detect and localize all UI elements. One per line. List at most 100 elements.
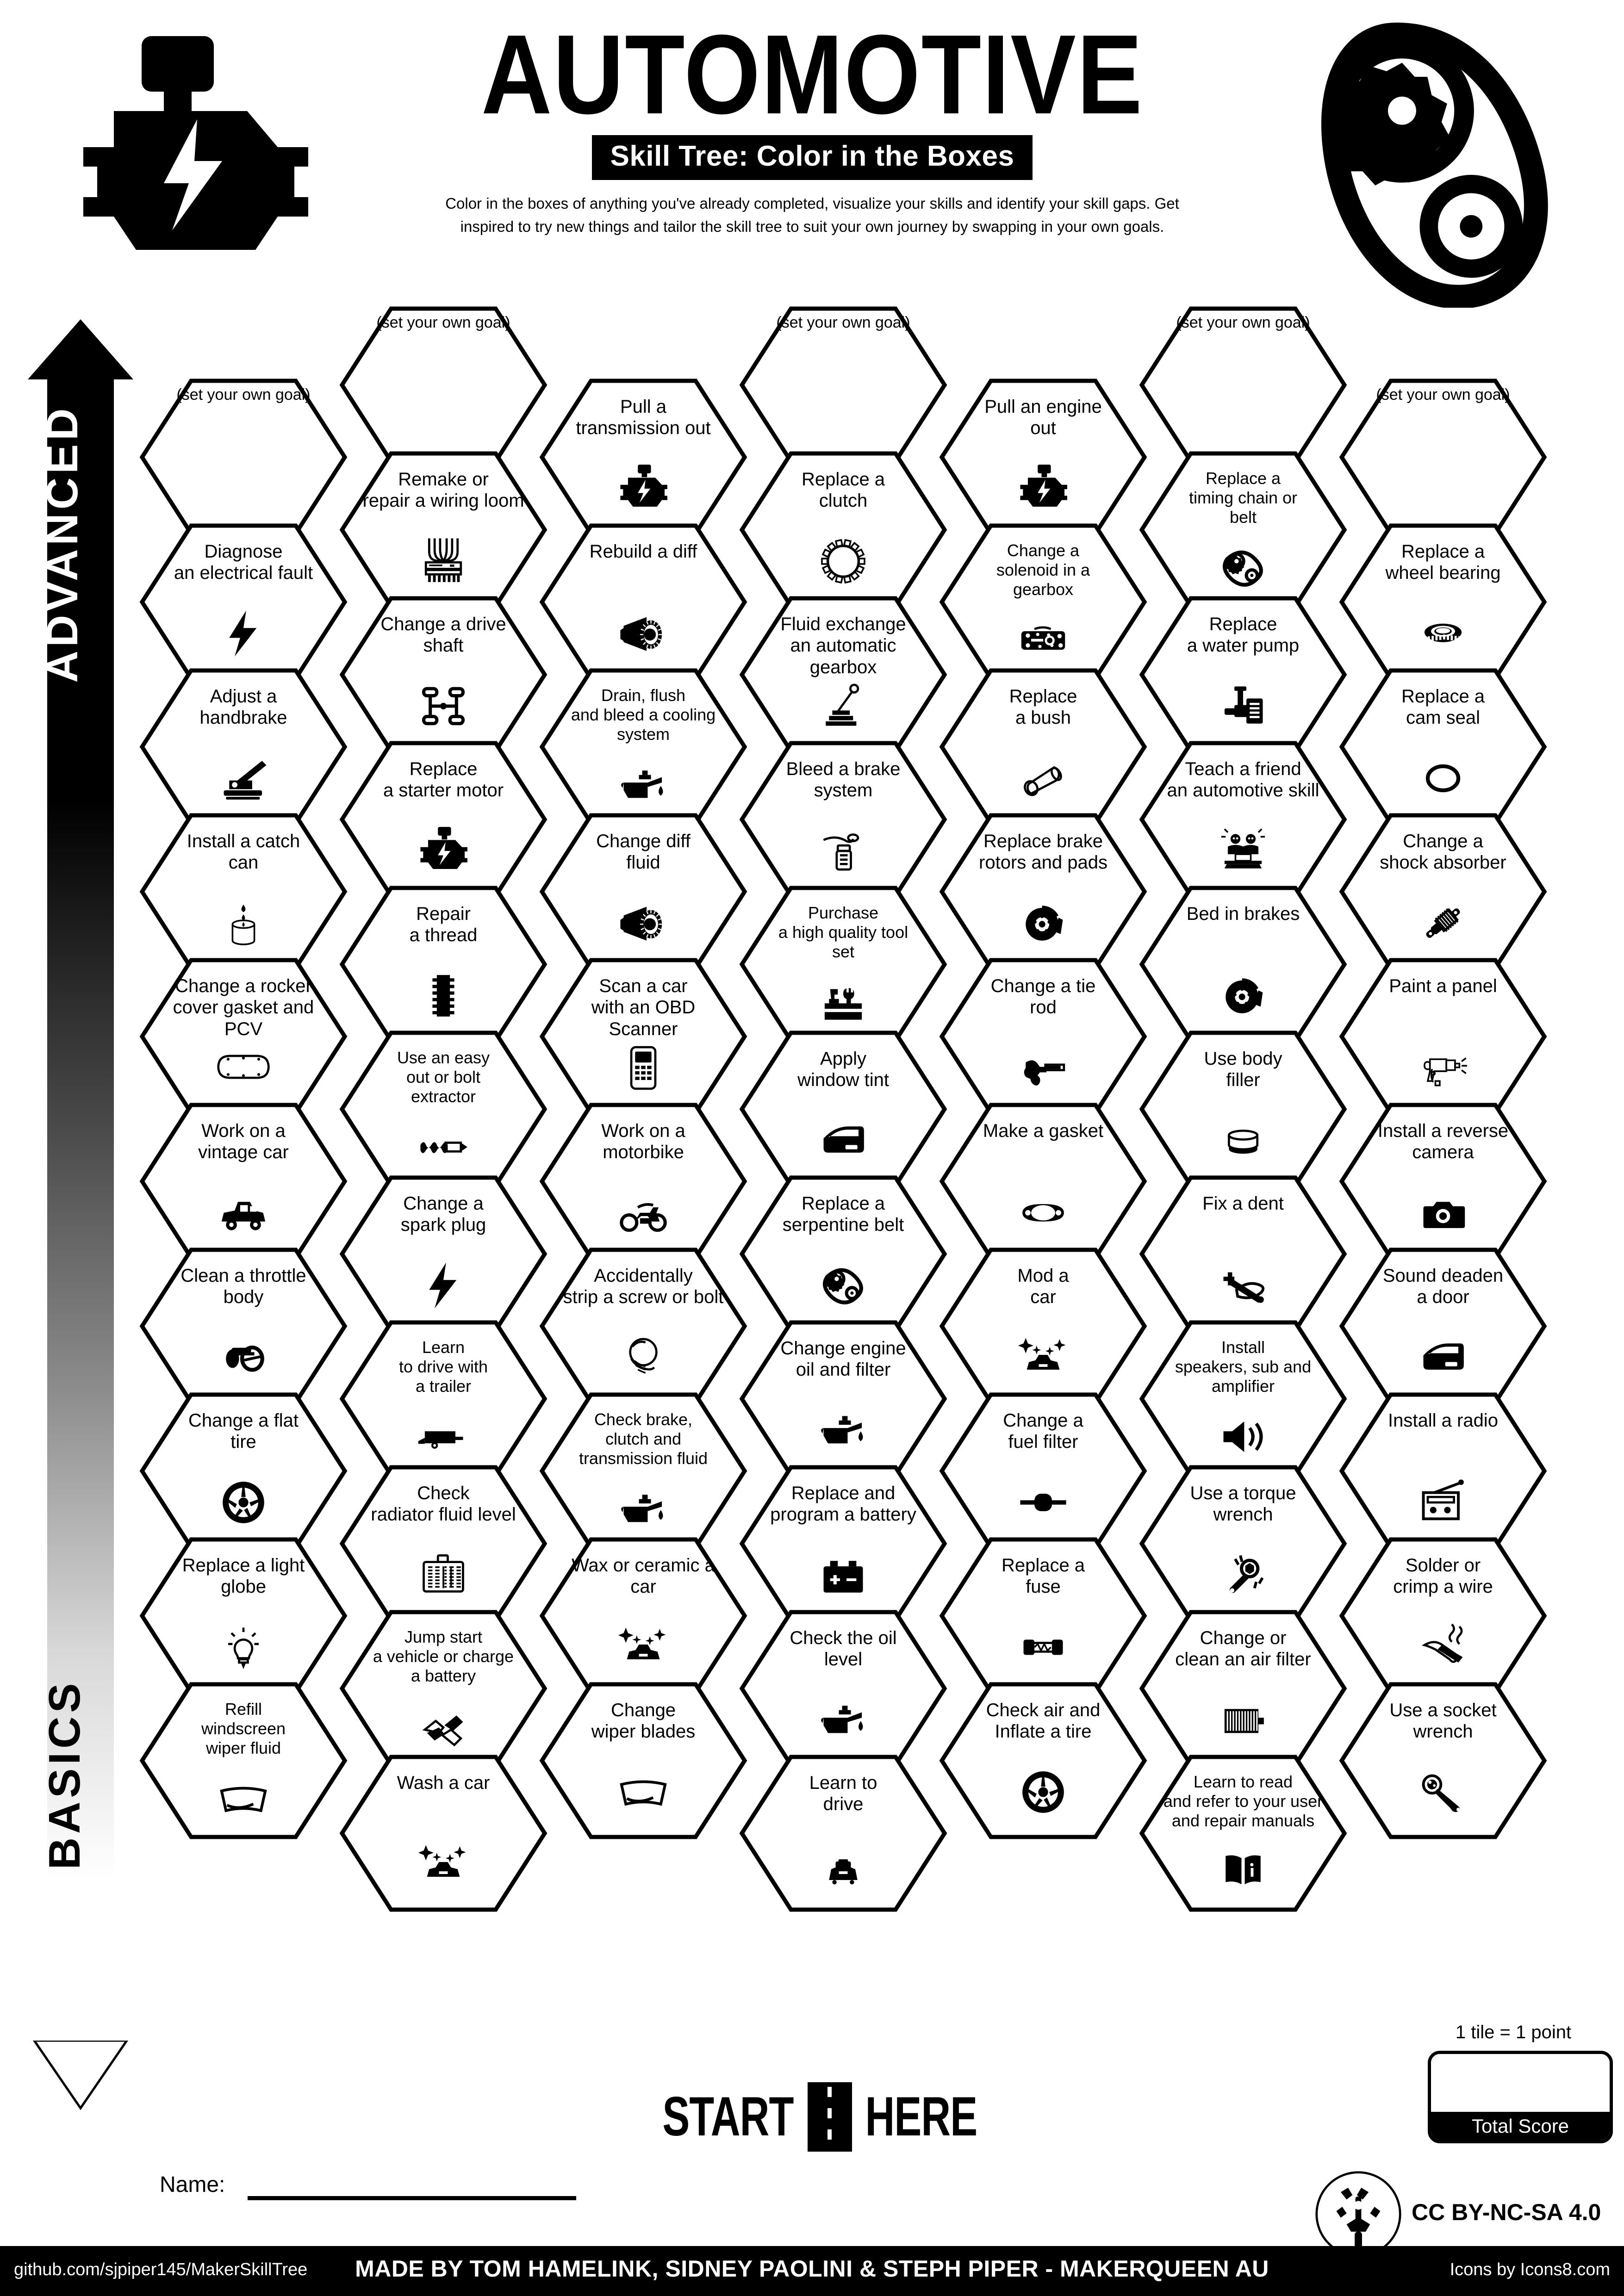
skill-tile[interactable]: Work on a motorbike (539, 1102, 748, 1261)
skill-tile[interactable]: Fluid exchange an automatic gearbox (739, 595, 948, 754)
skill-tile[interactable]: Mod a car (939, 1247, 1148, 1406)
arrow-down-head-icon (32, 2041, 129, 2110)
skill-tile[interactable]: Scan a car with an OBD Scanner (539, 957, 748, 1116)
skill-tile[interactable]: Use a socket wrench (1338, 1681, 1548, 1840)
catch-can-icon (139, 895, 348, 951)
skill-tile[interactable]: Change a flat tire (139, 1391, 348, 1551)
skill-tile[interactable]: Install a reverse camera (1338, 1102, 1548, 1261)
skill-tile[interactable]: Wash a car (339, 1754, 548, 1913)
name-write-line[interactable] (248, 2196, 576, 2200)
throttle-body-icon (139, 1330, 348, 1385)
skill-tile[interactable]: Replace a water pump (1139, 595, 1348, 754)
skill-tile[interactable]: Bed in brakes (1139, 885, 1348, 1044)
wheel-icon (139, 1475, 348, 1530)
shock-absorber-icon (1338, 895, 1548, 951)
total-score-input[interactable] (1431, 2054, 1610, 2118)
skill-tile[interactable]: Diagnose an electrical fault (139, 522, 348, 682)
skill-tile[interactable]: Replace a clutch (739, 450, 948, 609)
skill-tile[interactable]: Sound deaden a door (1338, 1247, 1548, 1406)
footer-repo-link[interactable]: github.com/sjpiper145/MakerSkillTree (14, 2260, 308, 2279)
battery-icon (739, 1547, 948, 1603)
skill-tile[interactable]: Pull a transmission out (539, 378, 748, 537)
skill-tile[interactable]: Wax or ceramic a car (539, 1536, 748, 1695)
skill-tile[interactable]: Change wiper blades (539, 1681, 748, 1840)
skill-tile[interactable]: Bleed a brake system (739, 740, 948, 899)
skill-tile[interactable]: Paint a panel (1338, 957, 1548, 1116)
skill-tile[interactable]: Purchase a high quality tool set (739, 885, 948, 1044)
skill-tile-label: Fluid exchange an automatic gearbox (780, 614, 906, 677)
skill-tile[interactable]: Change a rocker cover gasket and PCV (139, 957, 348, 1116)
skill-tile[interactable]: Change a drive shaft (339, 595, 548, 754)
skill-tile[interactable]: Install speakers, sub and amplifier (1139, 1319, 1348, 1478)
skill-tile[interactable]: Change a solenoid in a gearbox (939, 522, 1148, 682)
skill-tile[interactable]: Replace a light globe (139, 1536, 348, 1695)
skill-tile[interactable]: Repair a thread (339, 885, 548, 1044)
skill-tile-label: Pull an engine out (984, 397, 1102, 439)
skill-tile[interactable]: Replace a bush (939, 667, 1148, 826)
skill-tile[interactable]: (set your own goal) (139, 378, 348, 537)
skill-tile[interactable]: Check radiator fluid level (339, 1464, 548, 1623)
total-score-label: Total Score (1431, 2112, 1610, 2140)
skill-tile[interactable]: Refill windscreen wiper fluid (139, 1681, 348, 1840)
timing-belt-icon (739, 1258, 948, 1313)
skill-tile[interactable]: Rebuild a diff (539, 522, 748, 682)
skill-tile[interactable]: Apply window tint (739, 1030, 948, 1189)
skill-tile[interactable]: Teach a friend an automotive skill (1139, 740, 1348, 899)
skill-tile-label: Change engine oil and filter (780, 1338, 906, 1380)
skill-tile[interactable]: (set your own goal) (1338, 378, 1548, 537)
total-score-box[interactable]: Total Score (1428, 2051, 1613, 2143)
skill-tile[interactable]: Replace brake rotors and pads (939, 812, 1148, 971)
skill-tile[interactable]: Check the oil level (739, 1609, 948, 1768)
skill-tile[interactable]: Use body filler (1139, 1030, 1348, 1189)
skill-tile[interactable]: Check air and Inflate a tire (939, 1681, 1148, 1840)
skill-tile[interactable]: Install a radio (1338, 1391, 1548, 1551)
skill-tile[interactable]: Replace a wheel bearing (1338, 522, 1548, 682)
skill-tile[interactable]: Replace a timing chain or belt (1139, 450, 1348, 609)
skill-tile-label: Change a solenoid in a gearbox (996, 541, 1090, 599)
footer-icon-credit[interactable]: Icons by Icons8.com (1450, 2260, 1610, 2279)
skill-tile[interactable]: Fix a dent (1139, 1174, 1348, 1334)
skill-tile[interactable]: Change a shock absorber (1338, 812, 1548, 971)
skill-tile[interactable]: Use an easy out or bolt extractor (339, 1030, 548, 1189)
skill-tile[interactable]: Make a gasket (939, 1102, 1148, 1261)
skill-tile[interactable]: Change engine oil and filter (739, 1319, 948, 1478)
skill-tile-label: Change diff fluid (596, 831, 691, 873)
skill-tile[interactable]: Work on a vintage car (139, 1102, 348, 1261)
skill-tile[interactable]: Accidentally strip a screw or bolt (539, 1247, 748, 1406)
skill-tile[interactable]: Change a fuel filter (939, 1391, 1148, 1551)
oil-can-icon (739, 1402, 948, 1458)
skill-tile-label: Remake or repair a wiring loom (362, 469, 524, 511)
wheel-bearing-icon (1338, 606, 1548, 661)
skill-tile-label: Check brake, clutch and transmission fluid (579, 1410, 708, 1468)
skill-tile[interactable]: (set your own goal) (1139, 305, 1348, 465)
skill-tile[interactable]: (set your own goal) (339, 305, 548, 465)
skill-tile[interactable]: Change diff fluid (539, 812, 748, 971)
car-door-icon (1338, 1330, 1548, 1385)
skill-tile[interactable]: Replace a starter motor (339, 740, 548, 899)
skill-tile[interactable]: Replace and program a battery (739, 1464, 948, 1623)
skill-tile[interactable]: Learn to read and refer to your user and r… (1139, 1754, 1348, 1913)
wheel-icon (939, 1764, 1148, 1820)
skill-tile[interactable]: Replace a fuse (939, 1536, 1148, 1695)
skill-tile[interactable]: Replace a cam seal (1338, 667, 1548, 826)
windscreen-icon (539, 1764, 748, 1820)
skill-tile[interactable]: Clean a throttle body (139, 1247, 348, 1406)
skill-tile[interactable]: Use a torque wrench (1139, 1464, 1348, 1623)
skill-tile[interactable]: Learn to drive (739, 1754, 948, 1913)
skill-tile[interactable]: Check brake, clutch and transmission fluid (539, 1391, 748, 1551)
spray-gun-icon (1338, 1040, 1548, 1096)
skill-tile[interactable]: Learn to drive with a trailer (339, 1319, 548, 1478)
skill-tile[interactable]: Remake or repair a wiring loom (339, 450, 548, 609)
skill-tile[interactable]: Install a catch can (139, 812, 348, 971)
skill-tile[interactable]: Change a tie rod (939, 957, 1148, 1116)
skill-tile[interactable]: Solder or crimp a wire (1338, 1536, 1548, 1695)
skill-tile[interactable]: Adjust a handbrake (139, 667, 348, 826)
name-field[interactable]: Name: (160, 2170, 669, 2203)
skill-tile[interactable]: Change a spark plug (339, 1174, 548, 1334)
skill-tile[interactable]: Pull an engine out (939, 378, 1148, 537)
skill-tile[interactable]: (set your own goal) (739, 305, 948, 465)
skill-tile[interactable]: Drain, flush and bleed a cooling system (539, 667, 748, 826)
skill-tile[interactable]: Change or clean an air filter (1139, 1609, 1348, 1768)
skill-tile[interactable]: Jump start a vehicle or charge a battery (339, 1609, 548, 1768)
skill-tile[interactable]: Replace a serpentine belt (739, 1174, 948, 1334)
